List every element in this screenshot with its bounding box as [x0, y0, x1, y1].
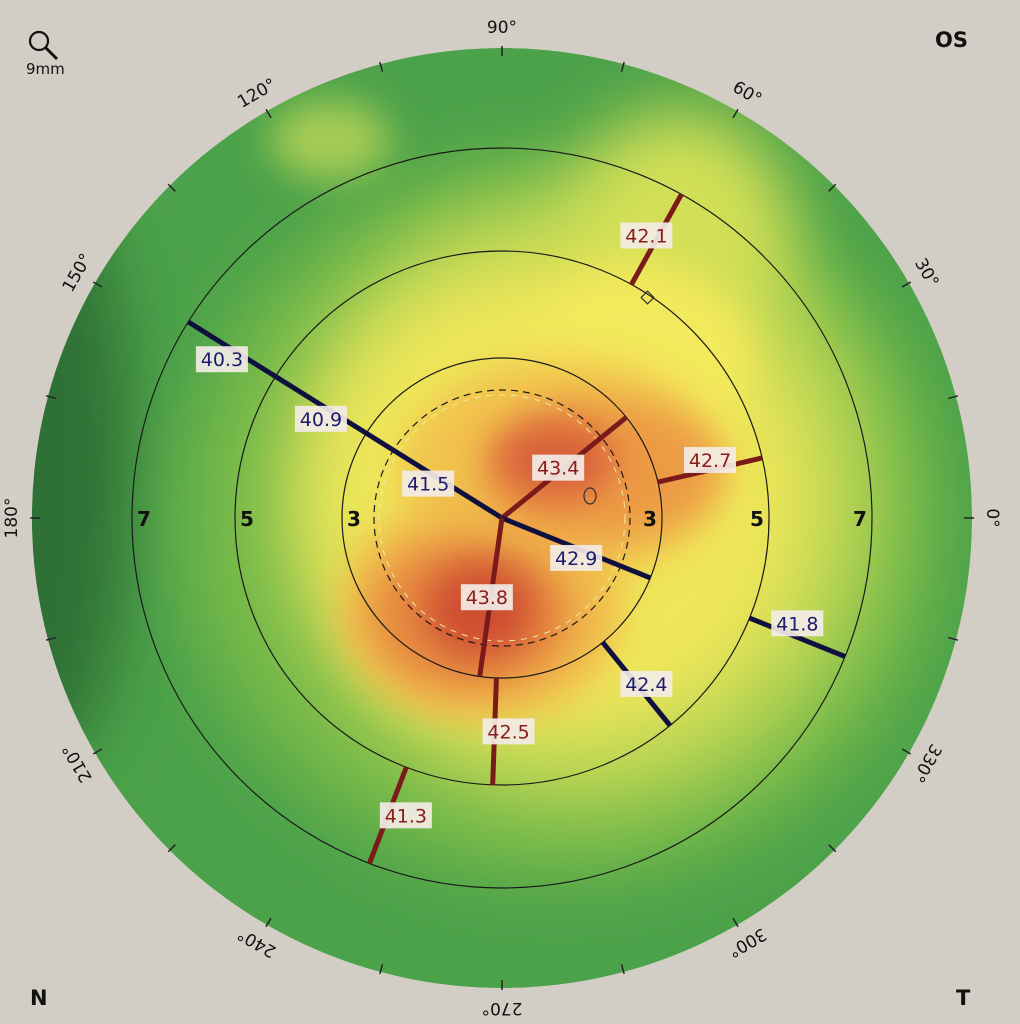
- axis-tick: [379, 964, 384, 975]
- axis-tick: [379, 61, 384, 72]
- value-badge: [620, 222, 673, 249]
- axis-tick: [92, 281, 103, 288]
- zone-ring-5: [234, 250, 770, 786]
- axis-tick: [620, 61, 625, 72]
- meridian-values: 42.1 40.3 40.9 41.5 43.4 42.7 42.9 41.8 42.4 43.8…: [195, 222, 824, 829]
- value-badge: [294, 405, 347, 432]
- meridian-value: 42.5: [482, 718, 535, 745]
- value-text: 42.5: [487, 721, 529, 743]
- axis-label: 240°: [234, 923, 279, 961]
- axis-tick: [167, 844, 176, 853]
- axis-label: 300°: [724, 923, 769, 961]
- axis-tick: [45, 636, 56, 641]
- axis-label: 210°: [59, 740, 97, 785]
- value-badge: [620, 670, 673, 697]
- axis-tick: [45, 395, 56, 400]
- eye-label: OS: [935, 28, 968, 52]
- meridian-value: 42.9: [550, 544, 603, 571]
- meridian-value: 40.9: [294, 405, 347, 432]
- value-text: 42.7: [689, 450, 731, 472]
- ring-label: 7: [137, 507, 151, 531]
- magnifier-icon: [28, 30, 59, 61]
- value-badge: [771, 610, 824, 637]
- ring-label: 3: [347, 507, 361, 531]
- pupil-ring-inner: [378, 394, 626, 642]
- zone-ring-7: [131, 147, 873, 889]
- color-map: [32, 48, 972, 988]
- meridian-value: 43.4: [532, 454, 585, 481]
- ring-labels: 3 3 5 5 7 7: [137, 507, 867, 531]
- marker-square: [640, 290, 655, 305]
- meridian-line: [748, 615, 846, 659]
- meridian-value: 43.8: [460, 584, 513, 611]
- ring-label: 5: [750, 507, 764, 531]
- axis-label: 30°: [910, 255, 942, 291]
- value-text: 41.8: [776, 613, 818, 635]
- axis-label: 180°: [2, 498, 22, 539]
- axis-tick: [167, 183, 176, 192]
- axis-label: 330°: [907, 740, 945, 785]
- axis-label: 60°: [729, 77, 765, 109]
- zoom-control[interactable]: 9mm: [26, 28, 76, 84]
- value-badge: [402, 470, 455, 497]
- marker-pupil: [583, 487, 597, 505]
- value-text: 40.3: [201, 349, 243, 371]
- value-badge: [532, 454, 585, 481]
- value-badge: [460, 584, 513, 611]
- meridian-value: 42.4: [620, 670, 673, 697]
- axis-label: 270°: [482, 998, 523, 1018]
- axis-ticks: [30, 46, 974, 990]
- value-text: 40.9: [300, 409, 342, 431]
- axis-tick: [828, 844, 837, 853]
- meridian-value: 41.5: [402, 470, 455, 497]
- meridian-value: 41.3: [379, 802, 432, 829]
- value-text: 42.4: [625, 674, 667, 696]
- meridian-value: 40.3: [195, 346, 248, 373]
- value-text: 43.4: [537, 458, 579, 480]
- axis-label: 120°: [234, 75, 279, 113]
- pupil-ring: [373, 389, 631, 647]
- axis-tick: [901, 748, 912, 755]
- value-text: 42.1: [625, 225, 667, 247]
- nasal-label: N: [30, 986, 48, 1010]
- axis-tick: [948, 636, 959, 641]
- meridian-line: [274, 374, 368, 436]
- value-text: 42.9: [555, 548, 597, 570]
- value-badge: [379, 802, 432, 829]
- axis-label: 0°: [982, 508, 1002, 527]
- axis-tick: [948, 395, 959, 400]
- zone-ring-3: [341, 357, 663, 679]
- meridian-value: 42.1: [620, 222, 673, 249]
- meridian-value: 42.7: [684, 446, 737, 473]
- value-badge: [550, 544, 603, 571]
- axis-tick: [92, 748, 103, 755]
- ring-label: 5: [240, 507, 254, 531]
- axis-tick: [732, 108, 739, 119]
- axis-label: 90°: [487, 18, 517, 38]
- axis-tick: [265, 108, 272, 119]
- value-badge: [684, 446, 737, 473]
- axis-tick: [620, 964, 625, 975]
- zoom-label: 9mm: [26, 60, 65, 78]
- temporal-label: T: [956, 986, 971, 1010]
- axis-tick: [265, 917, 272, 928]
- value-text: 43.8: [466, 587, 508, 609]
- ring-label: 3: [643, 507, 657, 531]
- meridian-value: 41.8: [771, 610, 824, 637]
- value-badge: [195, 346, 248, 373]
- axis-tick: [828, 183, 837, 192]
- value-text: 41.5: [407, 474, 449, 496]
- value-badge: [482, 718, 535, 745]
- zone-rings: [131, 147, 873, 889]
- ring-label: 7: [853, 507, 867, 531]
- axis-tick: [901, 281, 912, 288]
- axis-label: 150°: [59, 250, 97, 295]
- axis-tick: [732, 917, 739, 928]
- value-text: 41.3: [385, 805, 427, 827]
